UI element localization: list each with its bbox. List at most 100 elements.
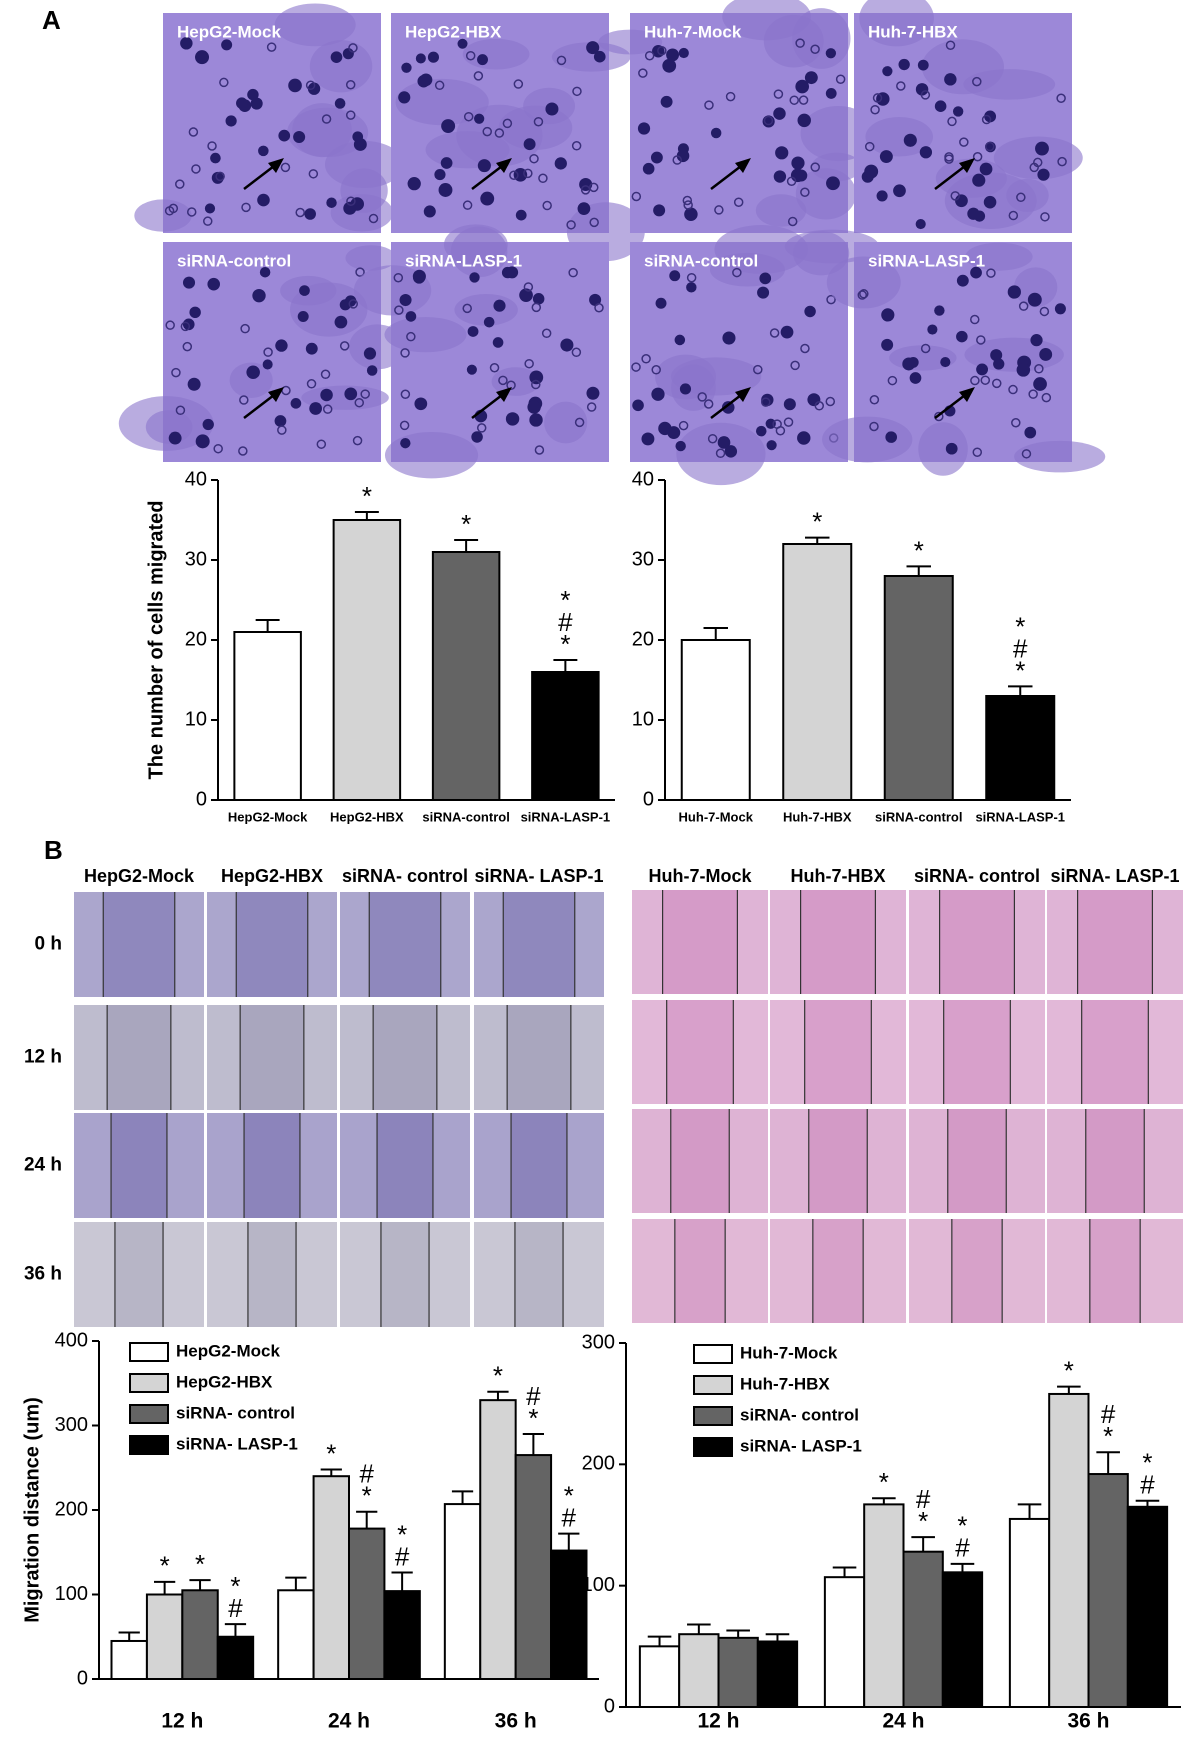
cell xyxy=(399,294,412,307)
scratch-image xyxy=(207,892,337,997)
cell-layer xyxy=(909,1000,944,1104)
scratch-image xyxy=(632,1109,768,1213)
cell-layer xyxy=(207,892,237,997)
column-header: HepG2-Mock xyxy=(84,866,195,886)
cell xyxy=(780,325,794,339)
cell xyxy=(956,330,968,343)
bar xyxy=(863,1503,905,1708)
pore xyxy=(790,360,800,371)
y-tick-label: 20 xyxy=(185,628,207,650)
pore xyxy=(295,207,305,218)
scratch-bg xyxy=(340,892,470,997)
cell-layer xyxy=(340,1113,378,1218)
error-bar xyxy=(832,1566,857,1578)
scratch-bg xyxy=(770,1000,906,1104)
arrow-head xyxy=(959,387,975,402)
pore xyxy=(277,425,287,435)
cell xyxy=(247,88,259,101)
cell-layer xyxy=(340,1222,381,1327)
stain-patch xyxy=(763,14,824,68)
bar xyxy=(233,631,302,801)
cell-layer xyxy=(1047,890,1078,994)
cell xyxy=(221,39,233,51)
cell xyxy=(366,365,378,376)
cell-layer xyxy=(733,1000,768,1104)
bar xyxy=(1087,1473,1129,1709)
x-tick-label: 24 h xyxy=(882,1710,924,1733)
pore xyxy=(1018,301,1029,311)
x-tick-label: 12 h xyxy=(161,1710,203,1733)
pore xyxy=(644,50,655,61)
pore xyxy=(473,71,484,81)
pore xyxy=(760,397,771,407)
stain-patch xyxy=(134,199,192,232)
bar xyxy=(277,1589,315,1681)
cell xyxy=(560,338,574,352)
bar xyxy=(431,551,501,801)
bar xyxy=(902,1550,944,1709)
significance-mark: * xyxy=(560,585,570,615)
cell xyxy=(909,372,922,384)
scratch-bg xyxy=(909,1219,1045,1323)
pore xyxy=(213,443,223,454)
pore xyxy=(641,354,651,364)
pore xyxy=(580,185,591,195)
cell xyxy=(180,37,193,50)
y-tick-label: 20 xyxy=(632,628,654,650)
y-tick-label: 100 xyxy=(582,1574,615,1596)
pore xyxy=(950,191,961,201)
scratch-image xyxy=(770,1219,906,1323)
error-bar xyxy=(726,1629,750,1638)
stain-patch xyxy=(670,357,762,396)
x-tick-label: siRNA-control xyxy=(875,809,962,824)
stain-patch xyxy=(826,256,901,309)
cell-layer xyxy=(163,1222,204,1327)
pore xyxy=(346,196,356,206)
y-tick-label: 300 xyxy=(582,1331,615,1353)
cell xyxy=(1007,285,1021,299)
cell xyxy=(168,431,182,445)
pore xyxy=(482,126,492,137)
stain-patch xyxy=(384,316,467,353)
scratch-bg xyxy=(770,1219,906,1323)
micrograph: Huh-7-HBX xyxy=(854,0,1083,233)
pore xyxy=(538,173,548,184)
legend-label: siRNA- LASP-1 xyxy=(740,1436,862,1455)
scratch-image xyxy=(474,1222,604,1327)
cell xyxy=(189,306,201,319)
y-tick-label: 400 xyxy=(55,1329,88,1351)
bar xyxy=(680,639,751,801)
cell-layer xyxy=(74,1005,108,1110)
error-bar xyxy=(451,1490,474,1505)
cell xyxy=(423,205,436,218)
cell xyxy=(940,357,951,368)
pore xyxy=(465,50,476,61)
bar xyxy=(756,1640,799,1708)
cell xyxy=(983,195,997,209)
cell-layer xyxy=(74,892,104,997)
pore xyxy=(972,76,982,87)
stain-patch xyxy=(793,231,850,276)
pore xyxy=(800,187,810,197)
x-tick-label: HepG2-Mock xyxy=(228,809,308,824)
stain-patch xyxy=(309,40,373,93)
scratch-bg xyxy=(74,892,204,997)
cell-layer xyxy=(474,1113,512,1218)
column-header: siRNA- control xyxy=(914,866,1040,886)
bar xyxy=(145,1593,184,1680)
column-header: Huh-7-Mock xyxy=(649,866,753,886)
cell xyxy=(545,102,559,116)
cell xyxy=(773,170,787,183)
pore xyxy=(981,114,992,125)
pore xyxy=(355,267,365,277)
pore xyxy=(171,367,181,378)
scratch-bg xyxy=(474,1005,604,1110)
cell-layer xyxy=(1010,1000,1045,1104)
cell xyxy=(710,127,722,139)
cell-layer xyxy=(296,1222,337,1327)
cell xyxy=(881,308,895,322)
cell xyxy=(641,432,655,446)
pore xyxy=(524,358,534,369)
pore xyxy=(651,365,661,375)
cell xyxy=(934,100,947,113)
